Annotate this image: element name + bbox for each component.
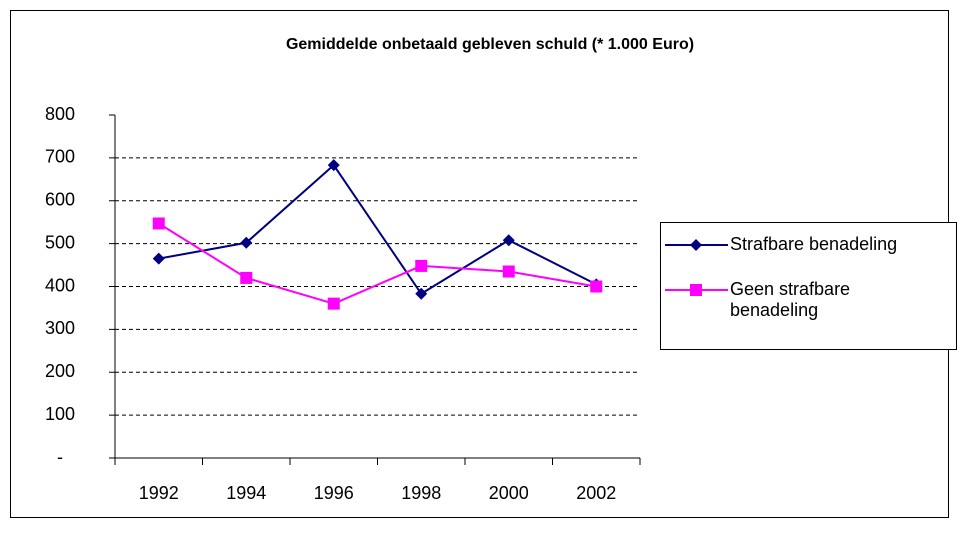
data-point (415, 259, 428, 272)
series-line (158, 163, 597, 296)
data-point (240, 236, 253, 249)
data-point (502, 265, 515, 278)
data-point (152, 252, 165, 265)
data-point (152, 217, 165, 230)
x-tick-label: 2002 (576, 483, 616, 503)
y-tick-label: 500 (45, 232, 75, 252)
x-tick-label: 1998 (401, 483, 441, 503)
chart-title: Gemiddelde onbetaald gebleven schuld (* … (286, 36, 694, 53)
y-tick-label: 400 (45, 275, 75, 295)
legend-marker (690, 239, 702, 251)
legend-entry: Strafbare benadeling (730, 234, 898, 254)
data-point (590, 280, 603, 293)
x-tick-label: 1996 (314, 483, 354, 503)
y-tick-label: - (57, 447, 63, 467)
x-tick-label: 1992 (139, 483, 179, 503)
legend-marker (690, 284, 702, 296)
x-tick-label: 2000 (489, 483, 529, 503)
y-tick-label: 100 (45, 404, 75, 424)
series-line (158, 222, 597, 305)
data-point (327, 297, 340, 310)
legend-label: Strafbare benadeling (730, 234, 898, 254)
legend-label: Geen strafbare benadeling (730, 279, 851, 320)
data-point (502, 234, 515, 247)
legend-entry: Geen strafbare benadeling (730, 279, 851, 320)
data-point (240, 271, 253, 284)
y-tick-label: 800 (45, 104, 75, 124)
y-tick-label: 200 (45, 361, 75, 381)
y-tick-label: 700 (45, 147, 75, 167)
y-tick-label: 300 (45, 318, 75, 338)
x-tick-label: 1994 (226, 483, 266, 503)
data-point (327, 159, 340, 172)
y-tick-label: 600 (45, 190, 75, 210)
legend-box (660, 222, 957, 350)
data-point (415, 287, 428, 300)
